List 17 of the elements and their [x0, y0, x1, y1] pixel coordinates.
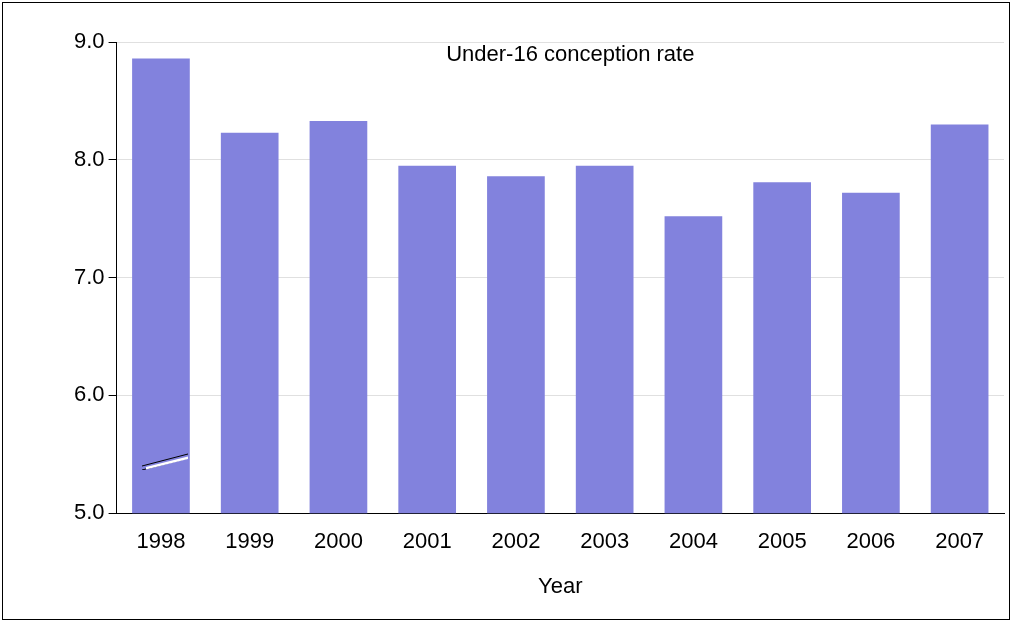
y-tick-label: 6.0	[73, 381, 105, 407]
x-tick-label: 2004	[668, 528, 718, 554]
x-tick-label: 1998	[136, 528, 186, 554]
x-tick-label: 1999	[225, 528, 275, 554]
y-tick-label: 9.0	[73, 28, 105, 54]
x-tick-label: 2007	[935, 528, 985, 554]
x-tick-label: 2003	[580, 528, 630, 554]
x-tick-label: 2002	[491, 528, 541, 554]
x-tick-label: 2000	[313, 528, 363, 554]
y-tick-label: 7.0	[73, 263, 105, 289]
chart-title: Under-16 conception rate	[446, 41, 695, 67]
x-tick-label: 2005	[757, 528, 807, 554]
x-axis-title: Year	[538, 572, 583, 598]
y-tick-label: 5.0	[73, 499, 105, 525]
x-tick-label: 2001	[402, 528, 452, 554]
y-tick-label: 8.0	[73, 145, 105, 171]
x-tick-label: 2006	[846, 528, 896, 554]
